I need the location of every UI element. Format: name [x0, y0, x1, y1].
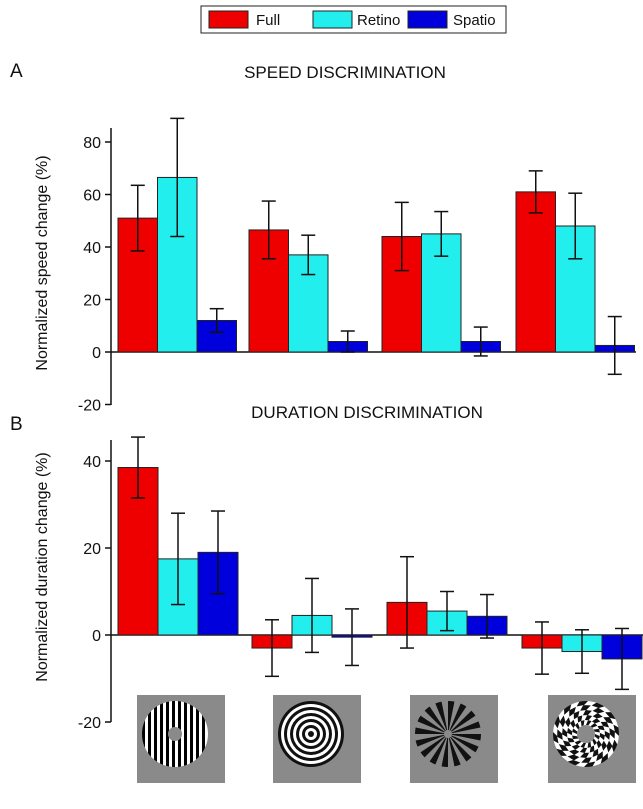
panel-b-ytick-label: 20	[83, 541, 101, 558]
panel-a-bar-retino-3	[421, 233, 462, 353]
panel-b-errorbar-retino-2	[305, 577, 319, 654]
stimuli-row	[137, 695, 636, 783]
panel-a-ytick-label: 20	[83, 293, 101, 310]
legend-label-retino: Retino	[357, 12, 400, 29]
panel-b-errorbar-full-3	[400, 555, 414, 649]
panel-a-errorbar-full-3	[394, 201, 409, 272]
panel-a-ytick-label: 60	[83, 188, 101, 205]
legend-swatch-retino	[312, 10, 353, 29]
panel-a-errorbar-retino-4	[568, 192, 583, 260]
panel-a-errorbar-spatio-4	[607, 315, 622, 376]
spiral-checkerboard-icon	[548, 695, 636, 783]
legend-label-spatio: Spatio	[453, 12, 496, 29]
panel-a-errorbar-spatio-3	[473, 326, 488, 357]
panel-a-ytick-label: 0	[92, 345, 101, 362]
panel-b-errorbar-full-4	[535, 621, 549, 675]
legend-swatch-full	[208, 10, 249, 29]
panel-b-ytick-label: -20	[78, 715, 101, 732]
panel-b-errorbar-spatio-4	[615, 627, 629, 691]
panel-b-errorbar-spatio-1	[211, 510, 225, 595]
panel-b-ytick-label: 0	[92, 628, 101, 645]
panel-a-title: SPEED DISCRIMINATION	[244, 63, 446, 82]
panel-letter-a: A	[10, 61, 23, 82]
panel-b-errorbar-full-2	[265, 619, 279, 678]
panel-b-errorbar-retino-3	[440, 590, 454, 632]
panel-a-ylabel: Normalized speed change (%)	[34, 155, 51, 370]
panel-b-ylabel: Normalized duration change (%)	[34, 452, 51, 681]
panel-a-ytick-label: 80	[83, 135, 101, 152]
panel-b-ytick-label: 40	[83, 454, 101, 471]
panel-b-errorbar-spatio-3	[480, 593, 494, 639]
panel-letter-b: B	[10, 414, 23, 435]
panel-b-chart: -20 0 20 40	[78, 436, 643, 732]
vertical-grating-icon	[137, 695, 225, 783]
panel-b-errorbar-full-1	[131, 436, 145, 499]
panel-a-errorbar-spatio-1	[209, 307, 224, 334]
panel-a-errorbar-full-1	[130, 184, 145, 252]
concentric-rings-icon	[273, 695, 361, 783]
panel-a-errorbar-retino-1	[170, 117, 185, 238]
panel-b-title: DURATION DISCRIMINATION	[251, 403, 483, 422]
panel-a-errorbar-retino-3	[434, 210, 449, 257]
panel-a-chart: -20 0 20 40 60 80	[78, 117, 636, 415]
radial-spokes-icon	[410, 695, 498, 783]
panel-a-errorbar-retino-2	[301, 234, 316, 276]
panel-b-errorbar-spatio-2	[345, 608, 359, 667]
panel-a-ytick-label: 40	[83, 240, 101, 257]
legend-label-full: Full	[256, 12, 280, 29]
panel-b-errorbar-retino-1	[171, 512, 185, 606]
panel-a-errorbar-full-4	[528, 170, 543, 214]
panel-a-errorbar-spatio-2	[340, 330, 355, 353]
legend-swatch-spatio	[407, 10, 448, 29]
panel-a-bar-full-4	[515, 191, 556, 353]
panel-b-errorbar-retino-4	[575, 629, 589, 675]
panel-a-bar-retino-1	[157, 176, 198, 353]
panel-a-errorbar-full-2	[261, 200, 276, 260]
panel-a-ytick-label: -20	[78, 398, 101, 415]
legend-box	[200, 5, 507, 34]
legend: Full Retino Spatio	[200, 5, 507, 34]
